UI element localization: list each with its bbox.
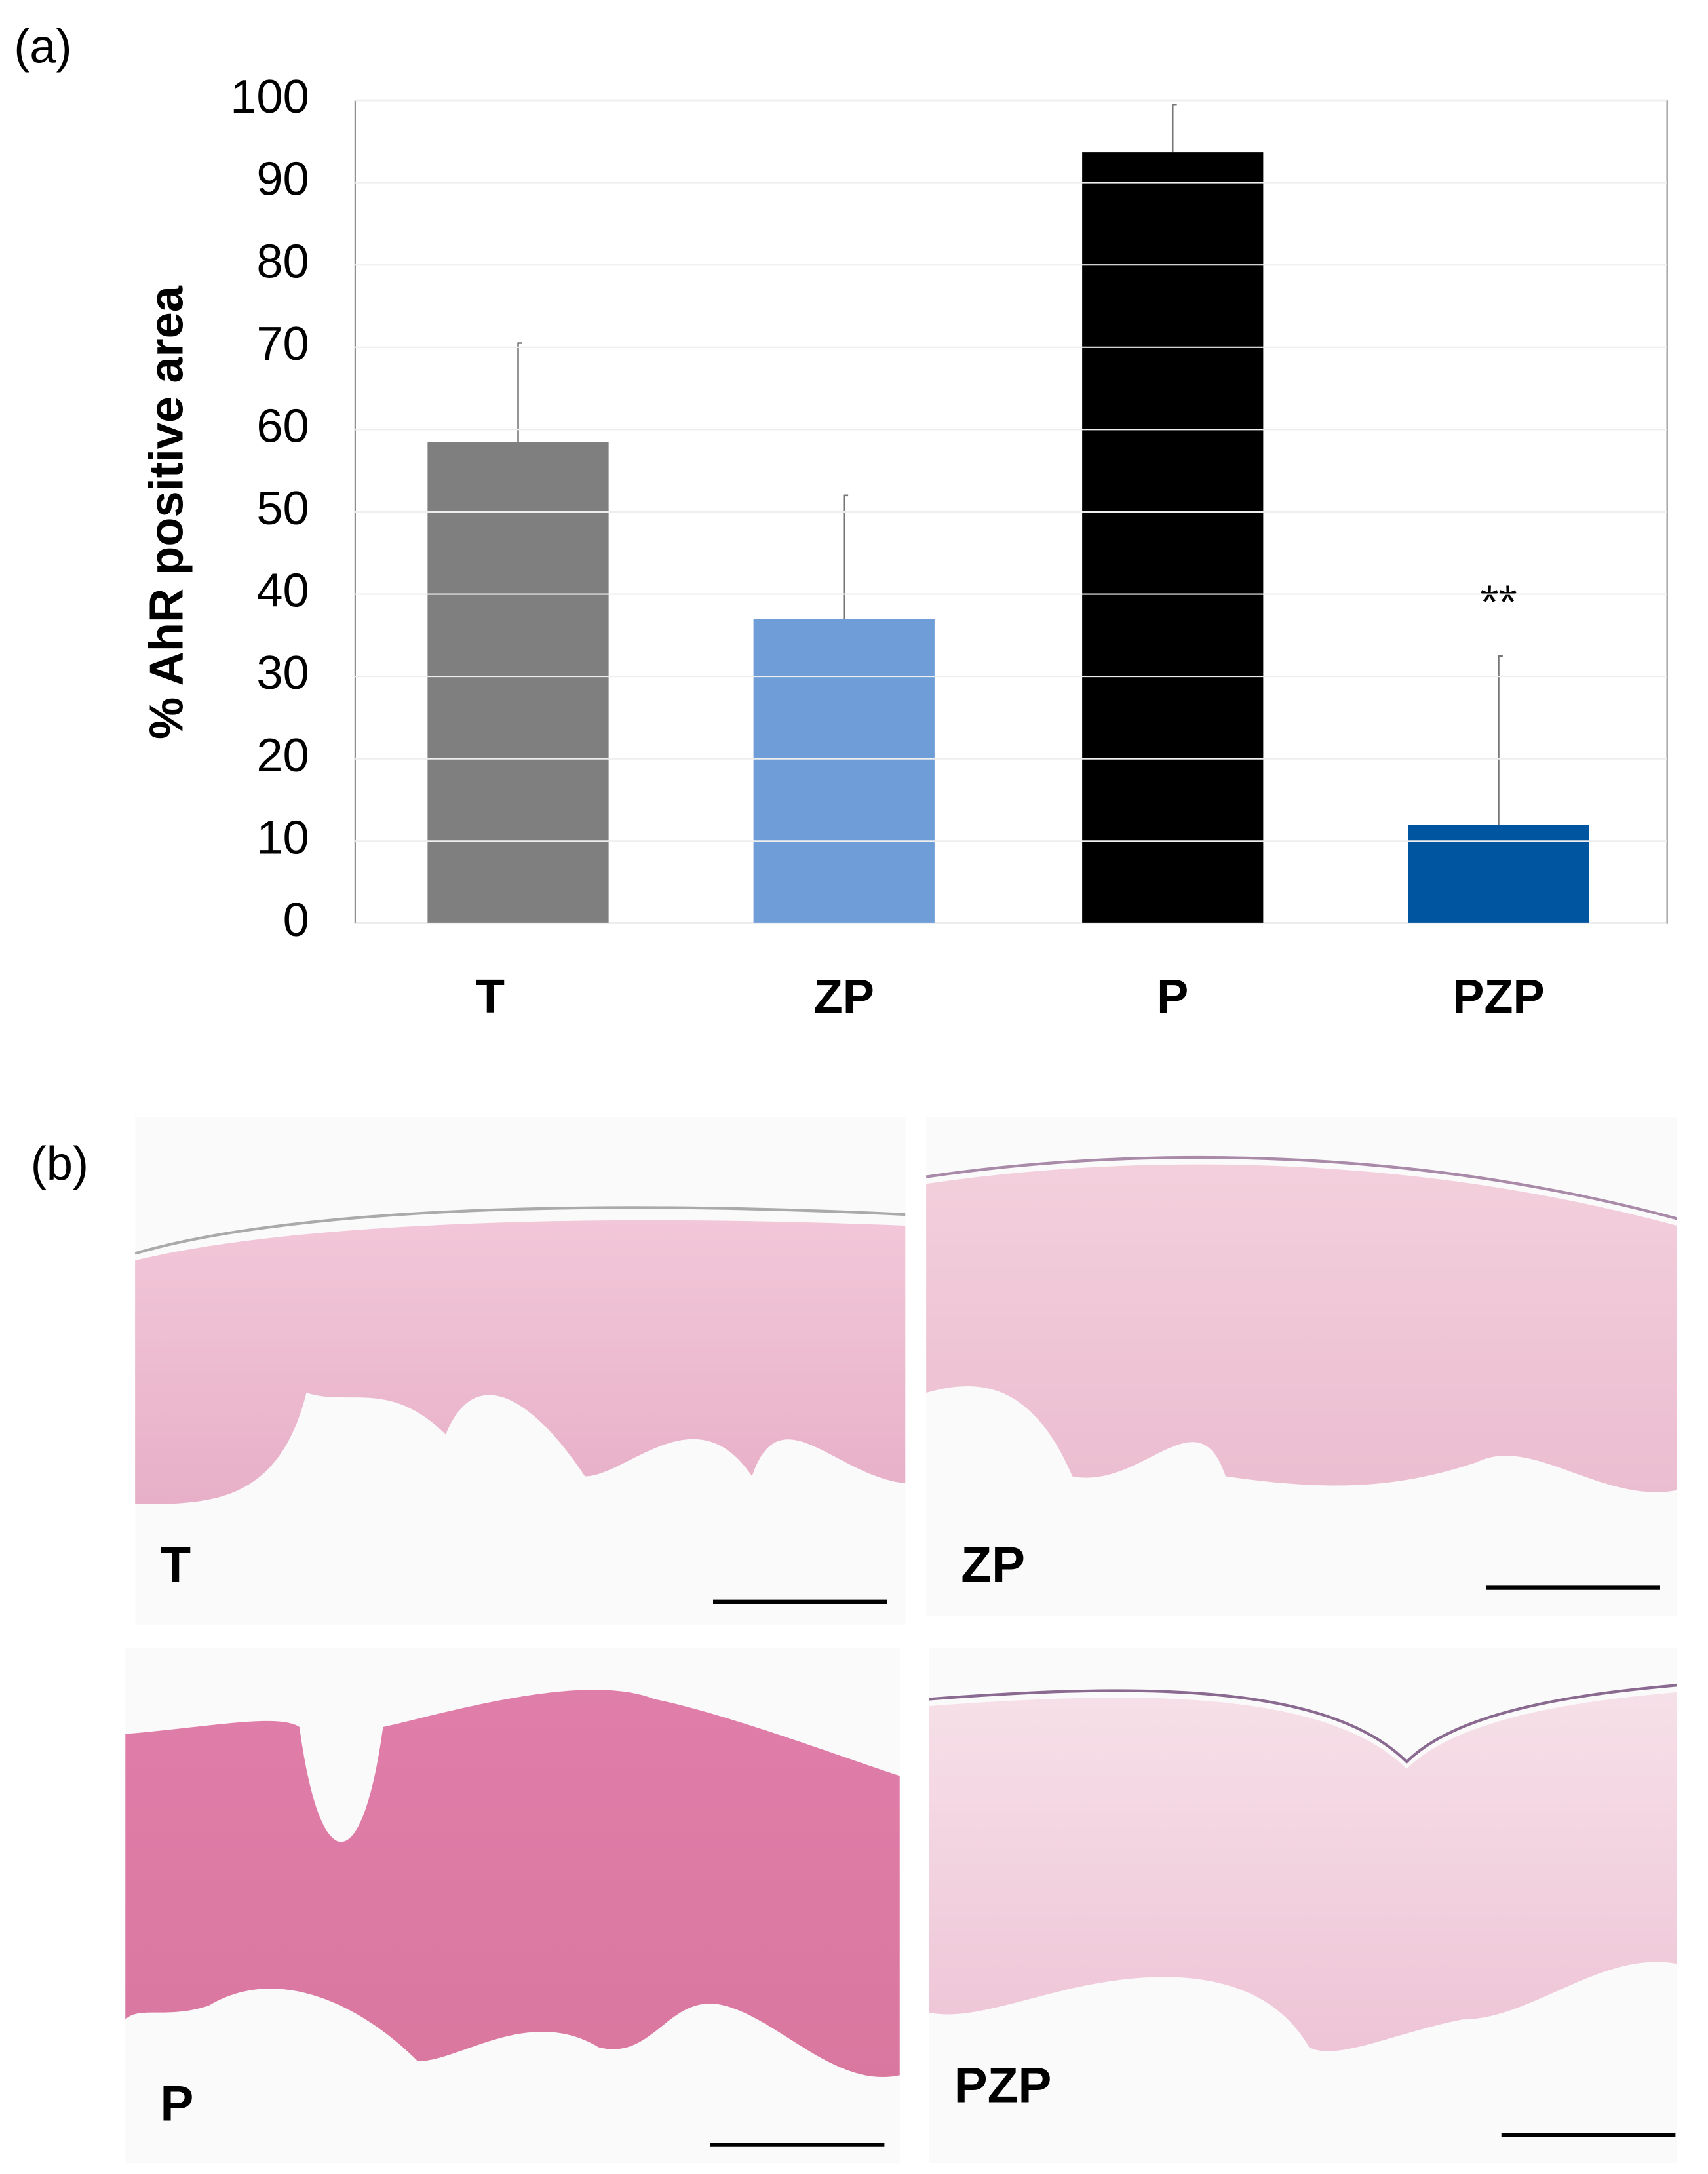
micrograph: T [134,1117,906,1625]
bar [753,619,935,923]
y-axis-label: % AhR positive area [140,285,193,739]
bar [427,442,609,923]
micrograph: PZP [929,1647,1677,2164]
micrograph-label: ZP [961,1537,1025,1593]
micrograph-label: PZP [954,2058,1052,2114]
y-tick-label: 60 [256,400,309,452]
y-tick-label: 30 [256,647,309,699]
y-tick-label: 10 [256,811,309,864]
y-tick-label: 0 [283,894,309,946]
bar [1408,825,1589,923]
significance-label: ** [1480,576,1517,629]
micrograph: ZP [925,1117,1678,1616]
y-tick-label: 50 [256,482,309,535]
y-tick-label: 70 [256,318,309,370]
error-bar [1498,655,1503,825]
bar [1082,152,1264,923]
x-tick-label: PZP [1452,971,1545,1023]
x-tick-label: T [476,971,505,1023]
micrograph-label: T [160,1537,191,1593]
panel-label: (b) [31,1138,88,1190]
y-tick-label: 100 [230,71,309,123]
error-bar [1171,104,1177,153]
y-tick-label: 90 [256,153,309,206]
micrograph: P [125,1647,900,2164]
panel-label: (a) [14,21,71,73]
error-bar [843,494,849,619]
y-tick-label: 80 [256,235,309,288]
micrograph-label: P [160,2076,193,2131]
y-tick-label: 40 [256,565,309,617]
x-tick-label: ZP [814,971,874,1023]
error-bar [517,342,522,442]
x-tick-label: P [1157,971,1188,1023]
y-tick-label: 20 [256,729,309,782]
